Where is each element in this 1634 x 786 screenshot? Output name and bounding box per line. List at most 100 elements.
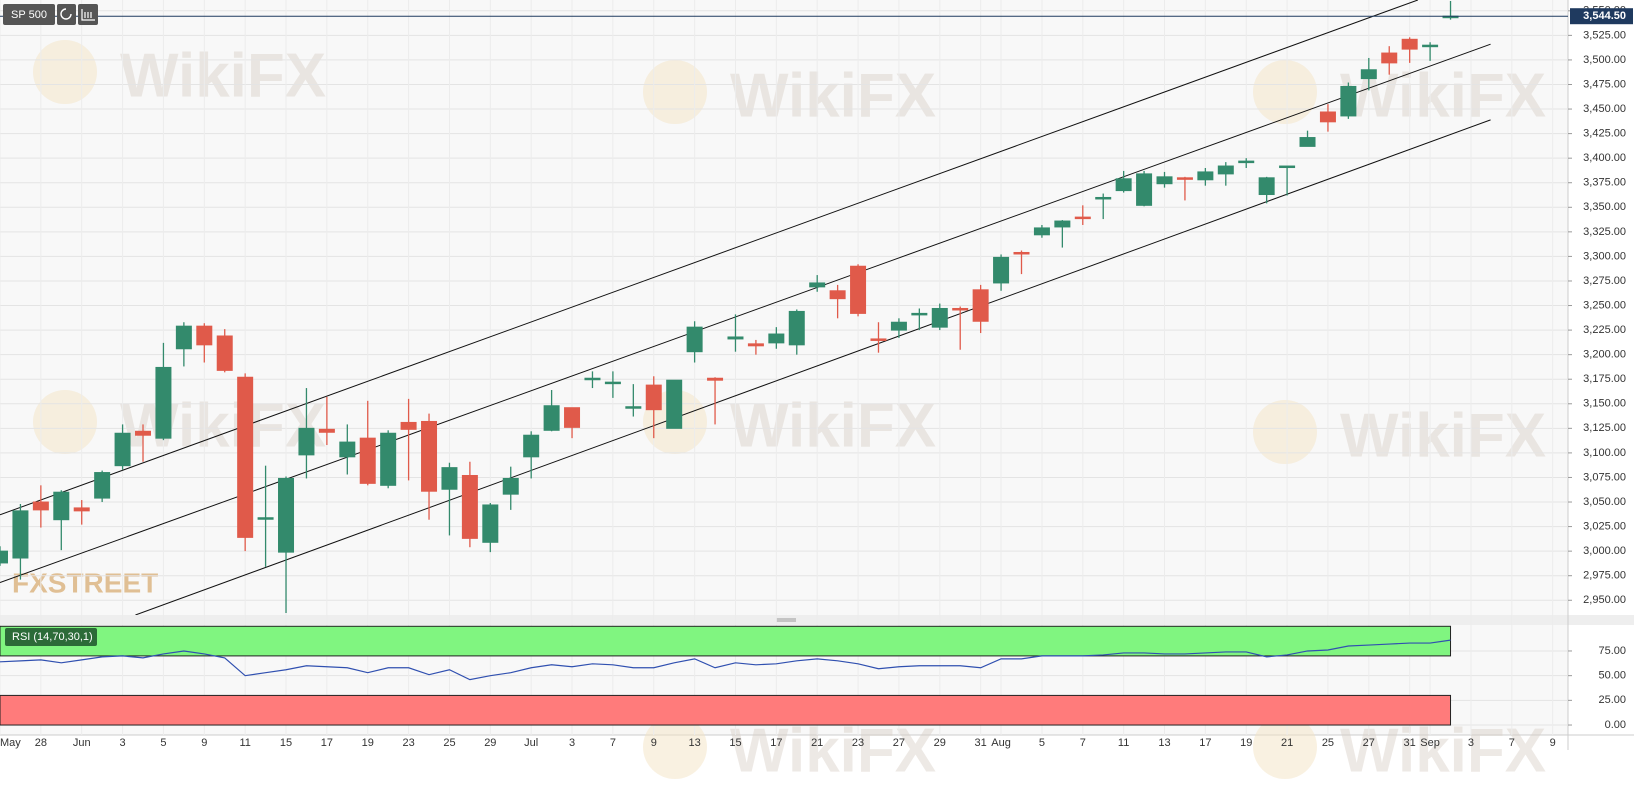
last-price-label: 3,544.50	[1583, 10, 1626, 22]
candle-body	[747, 343, 764, 347]
y-tick-label: 3,350.00	[1583, 201, 1626, 213]
x-tick-label: 27	[1363, 737, 1375, 749]
y-tick-label: 3,500.00	[1583, 54, 1626, 66]
candle-body	[1054, 220, 1071, 228]
candle-body	[870, 338, 887, 341]
candle-body	[768, 333, 785, 344]
candle-body	[135, 430, 152, 436]
x-tick-label: 11	[1118, 737, 1129, 749]
x-tick-label: 17	[1199, 737, 1211, 749]
x-tick-label: 21	[1281, 737, 1293, 749]
x-tick-label: 23	[852, 737, 864, 749]
y-tick-label: 3,250.00	[1583, 299, 1626, 311]
x-tick-label: 13	[1158, 737, 1170, 749]
candle-body	[993, 256, 1010, 284]
candle-body	[666, 379, 683, 429]
x-tick-label: 11	[239, 737, 250, 749]
candle-body	[890, 321, 907, 331]
candle-body	[1279, 165, 1296, 169]
candle-body	[952, 307, 969, 311]
x-tick-label: 31	[1404, 737, 1416, 749]
candle-body	[1136, 173, 1153, 206]
watermark-icon	[1253, 60, 1317, 124]
candle-body	[359, 437, 376, 484]
candle-body	[53, 491, 70, 521]
candle-body	[972, 289, 989, 322]
y-tick-label: 50.00	[1598, 670, 1626, 682]
candle-body	[1217, 165, 1234, 175]
y-tick-label: 3,100.00	[1583, 447, 1626, 459]
x-tick-label: 29	[934, 737, 946, 749]
watermark-icon	[1253, 715, 1317, 779]
candle-body	[1299, 137, 1316, 147]
watermark: WikiFX	[730, 716, 936, 785]
y-tick-label: 3,050.00	[1583, 496, 1626, 508]
candle-body	[94, 472, 111, 499]
chart-title: SP 500	[11, 9, 47, 21]
candle-body	[727, 336, 744, 340]
candle-body	[1401, 38, 1418, 50]
x-tick-label: 3	[120, 737, 126, 749]
x-tick-label: 7	[610, 737, 616, 749]
candle-body	[1156, 176, 1173, 185]
x-tick-label: 15	[729, 737, 741, 749]
y-tick-label: 3,225.00	[1583, 324, 1626, 336]
x-tick-label: 17	[321, 737, 333, 749]
y-tick-label: 3,325.00	[1583, 226, 1626, 238]
candle-body	[523, 434, 540, 458]
y-tick-label: 3,075.00	[1583, 471, 1626, 483]
y-tick-label: 3,000.00	[1583, 545, 1626, 557]
y-tick-label: 0.00	[1605, 719, 1626, 731]
watermark: WikiFX	[120, 41, 326, 110]
watermark: WikiFX	[1340, 716, 1546, 785]
y-tick-label: 3,200.00	[1583, 349, 1626, 361]
candle-body	[1115, 178, 1132, 192]
candle-body	[502, 477, 519, 495]
candle-body	[175, 325, 192, 350]
candle-body	[196, 325, 213, 346]
candle-body	[257, 517, 274, 520]
x-tick-label: 19	[1240, 737, 1252, 749]
candle-body	[114, 432, 131, 467]
badge-bg	[3, 4, 55, 25]
x-tick-label: 15	[280, 737, 292, 749]
title-badge[interactable]: SP 500	[3, 4, 98, 25]
candle-body	[380, 432, 397, 486]
candle-body	[32, 501, 49, 511]
y-tick-label: 3,125.00	[1583, 422, 1626, 434]
candle-body	[1013, 251, 1030, 255]
refresh-button[interactable]	[57, 4, 76, 25]
x-tick-label: Jul	[524, 737, 538, 749]
candle-body	[584, 377, 601, 381]
settings-icon	[81, 9, 95, 21]
watermark-icon	[1253, 400, 1317, 464]
candle-body	[564, 407, 581, 428]
candle-body	[318, 428, 335, 433]
watermark-icon	[643, 60, 707, 124]
candle-body	[339, 441, 356, 458]
channel-line	[0, 0, 1419, 516]
watermark: WikiFX	[730, 391, 936, 460]
y-tick-label: 3,425.00	[1583, 128, 1626, 140]
x-tick-label: 5	[1039, 737, 1045, 749]
candle-body	[216, 335, 233, 371]
candle-body	[931, 307, 948, 328]
logo: FXSTREET	[12, 567, 158, 598]
channel-line	[135, 119, 1491, 615]
rsi-badge[interactable]	[5, 628, 97, 646]
x-tick-label: 25	[443, 737, 455, 749]
y-tick-label: 3,275.00	[1583, 275, 1626, 287]
y-tick-label: 75.00	[1598, 645, 1626, 657]
watermark: WikiFX	[1340, 401, 1546, 470]
y-tick-label: 3,475.00	[1583, 78, 1626, 90]
candle-body	[1074, 216, 1091, 220]
x-tick-label: 28	[35, 737, 47, 749]
watermark-icon	[33, 40, 97, 104]
rsi-band	[0, 694, 1452, 726]
x-tick-label: 21	[811, 737, 823, 749]
candle-body	[1095, 196, 1112, 200]
x-tick-label: 19	[362, 737, 374, 749]
candle-body	[1033, 227, 1050, 236]
candle-body	[1422, 44, 1439, 48]
candle-body	[625, 406, 642, 409]
